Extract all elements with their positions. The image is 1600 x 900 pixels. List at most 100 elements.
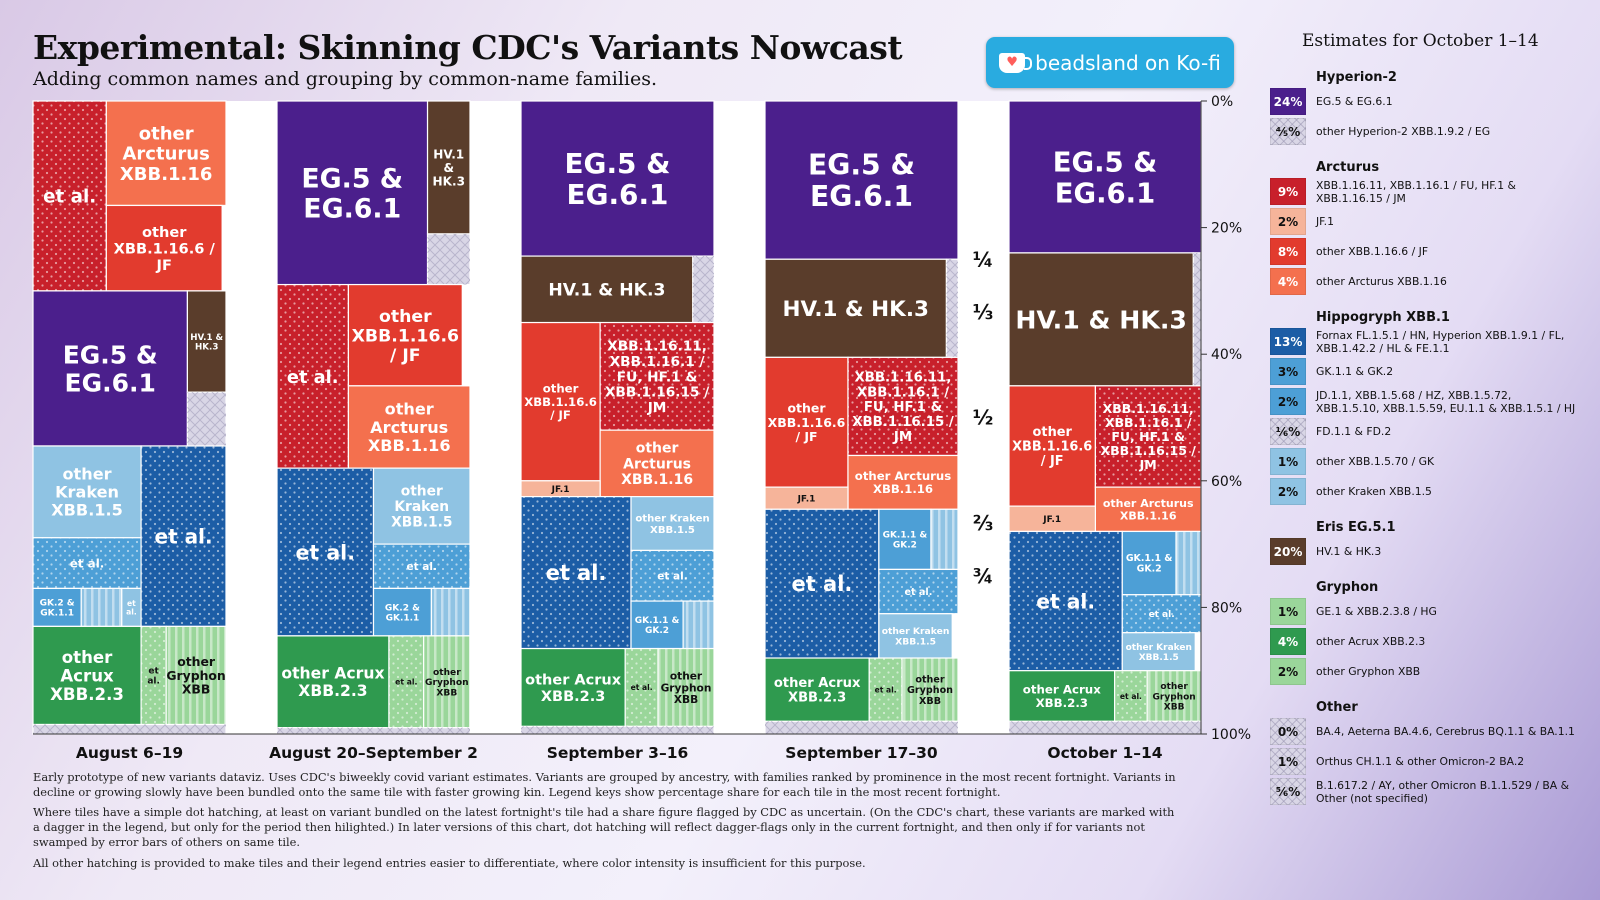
tile-label: et al. — [155, 524, 213, 548]
tile-label: other XBB.1.16.6/ JF — [524, 382, 597, 422]
tile-rect — [32, 625, 142, 726]
tile-rect — [878, 613, 953, 659]
tile-label: GK.2 & GK.1.1 — [40, 599, 75, 619]
tile-label: other Kraken XBB.1.5 — [51, 465, 123, 520]
y-tick-label: 80% — [1211, 600, 1242, 616]
y-tick-label: 0% — [1211, 94, 1233, 110]
tile: other Kraken XBB.1.5 — [1121, 632, 1196, 672]
tile: EG.5 & EG.6.1 — [276, 100, 429, 286]
tile: HV.1 & HK.3 — [764, 258, 948, 358]
y-tick-label: 20% — [1211, 221, 1242, 237]
tile-hatch — [521, 726, 714, 734]
tile-label: other Arcturus XBB.1.16 — [120, 124, 213, 185]
tile — [276, 727, 471, 735]
tile: other Gryphon XBB — [165, 625, 227, 726]
legend-swatch: 2% — [1270, 388, 1306, 415]
tile-rect — [520, 100, 715, 257]
fraction-mark: ⅓ — [973, 300, 994, 324]
tile-label: HV.1 & HK.3 — [190, 333, 223, 353]
legend-group-title: Eris EG.5.1 — [1316, 520, 1396, 535]
tile: et al. — [624, 647, 659, 728]
tile-label: EG.5 & EG.6.1 — [808, 148, 915, 213]
tile-dots — [277, 468, 374, 636]
tile: other Acrux XBB.2.3 — [1008, 670, 1116, 722]
tile: other Arcturus XBB.1.16 — [1094, 486, 1202, 533]
tile-hatch — [692, 256, 714, 323]
tile-label: et al. — [407, 561, 437, 573]
tile-rect — [105, 100, 227, 207]
kofi-button[interactable]: ♥ beadsland on Ko-fi — [986, 37, 1234, 88]
tile-dots — [847, 357, 958, 456]
tile: et al. — [1008, 530, 1123, 672]
tile-stripes — [683, 601, 714, 649]
tile-rect — [764, 258, 948, 358]
tile — [1192, 252, 1202, 387]
tile-label: other XBB.1.16.6/ JF — [768, 401, 846, 444]
tile-label: XBB.1.16.11, XBB.1.16.1 /FU, HF.1 & XBB.1.… — [852, 370, 954, 444]
legend-item: 13% Fornax FL.1.5.1 / HN, Hyperion XBB.1.… — [1270, 328, 1576, 355]
tile: other Kraken XBB.1.5 — [372, 467, 471, 545]
column-label: September 17–30 — [785, 744, 938, 762]
tile-rect — [764, 657, 870, 722]
tile — [80, 587, 123, 627]
tile-label: EG.5 & EG.6.1 — [301, 163, 403, 224]
tile-label: et al. — [70, 556, 105, 570]
legend-swatch: 24% — [1270, 88, 1306, 115]
legend-swatch: ⅙% — [1270, 418, 1306, 445]
tile-dots — [373, 544, 470, 589]
legend-item: ⅚% B.1.617.2 / AY, other Omicron B.1.1.52… — [1270, 778, 1576, 805]
tile — [764, 720, 959, 735]
legend-item: 1% GE.1 & XBB.2.3.8 / HG — [1270, 598, 1576, 625]
page-title: Experimental: Skinning CDC's Variants No… — [33, 28, 903, 67]
legend-swatch: 13% — [1270, 328, 1306, 355]
tile — [945, 258, 959, 358]
legend-label: other Acrux XBB.2.3 — [1316, 635, 1426, 648]
legend-label: Orthus CH.1.1 & other Omicron-2 BA.2 — [1316, 755, 1525, 768]
legend-label: GE.1 & XBB.2.3.8 / HG — [1316, 605, 1437, 618]
legend-group-title: Gryphon — [1316, 580, 1379, 595]
tile-dots — [277, 284, 349, 469]
tile: et al. — [276, 283, 350, 469]
tile-label: et al. — [287, 367, 339, 388]
tile: other Arcturus XBB.1.16 — [599, 429, 715, 498]
tile-rect — [764, 100, 959, 260]
legend-item: 3% GK.1.1 & GK.2 — [1270, 358, 1576, 385]
tile: other Kraken XBB.1.5 — [878, 613, 953, 659]
tile-rect — [630, 600, 684, 650]
legend-item: 2% other Gryphon XBB — [1270, 658, 1576, 685]
tile-label: JF.1 — [797, 494, 816, 504]
legend-item: 4% other Arcturus XBB.1.16 — [1270, 268, 1576, 295]
tile: other XBB.1.16.6/ JF — [520, 321, 601, 482]
tile-dots — [33, 537, 142, 589]
tile-rect — [276, 100, 429, 286]
tile-label: EG.5 & EG.6.1 — [63, 340, 158, 397]
tile-label: JF.1 — [551, 485, 570, 495]
tile: et al. — [868, 657, 903, 722]
tile-dots — [33, 101, 107, 291]
tile-dots — [600, 322, 714, 431]
legend-label: JF.1 — [1316, 215, 1334, 228]
tile-label: other Acrux XBB.2.3 — [281, 665, 384, 701]
tile-rect — [105, 204, 223, 292]
tile: EG.5 & EG.6.1 — [764, 100, 959, 260]
tile-hatch — [187, 392, 226, 446]
tile: other Gryphon XBB — [901, 657, 959, 722]
tile: et al. — [388, 635, 425, 729]
tile: XBB.1.16.11, XBB.1.16.1 /FU, HF.1 & XBB.1.… — [847, 356, 959, 457]
y-tick-label: 100% — [1211, 727, 1251, 743]
tile-label: et al. — [905, 587, 933, 598]
tile-label: et al. — [1036, 589, 1095, 613]
legend-label: other XBB.1.5.70 / GK — [1316, 455, 1435, 468]
tile-label: other Arcturus XBB.1.16 — [368, 400, 451, 455]
legend-item: 8% other XBB.1.16.6 / JF — [1270, 238, 1576, 265]
tile-stripes — [423, 635, 470, 728]
legend-swatch: 4% — [1270, 268, 1306, 295]
tile-label: other Kraken XBB.1.5 — [882, 626, 950, 647]
tile: EG.5 & EG.6.1 — [1008, 100, 1202, 254]
tile: other Arcturus XBB.1.16 — [847, 454, 959, 510]
legend-item: 2% JF.1 — [1270, 208, 1576, 235]
tile-label: GK.1.1 & GK.2 — [635, 616, 680, 636]
tile-rect — [372, 587, 433, 637]
tile-label: GK.1.1 & GK.2 — [883, 531, 928, 551]
